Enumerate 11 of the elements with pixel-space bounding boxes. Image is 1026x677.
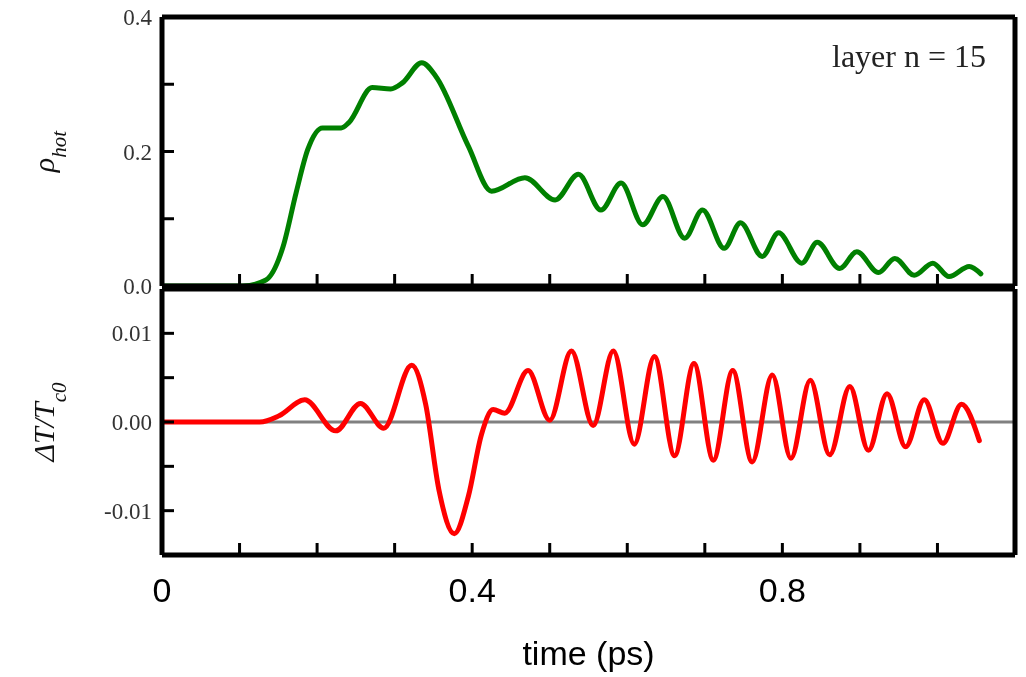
y-tick-label: 0.01	[111, 321, 152, 347]
x-tick-label: 0	[152, 571, 172, 609]
annotation: layer n = 15	[832, 38, 986, 75]
y-tick-label: 0.0	[123, 274, 152, 299]
x-axis-title: time (ps)	[522, 634, 655, 672]
y-tick-label: 0.00	[111, 410, 152, 435]
y-tick-label: -0.01	[104, 498, 152, 524]
x-tick-label: 0.8	[758, 571, 806, 609]
y-tick-label: 0.2	[123, 139, 152, 165]
x-tick-label: 0.4	[448, 571, 496, 609]
y-tick-label: 0.4	[123, 5, 153, 30]
